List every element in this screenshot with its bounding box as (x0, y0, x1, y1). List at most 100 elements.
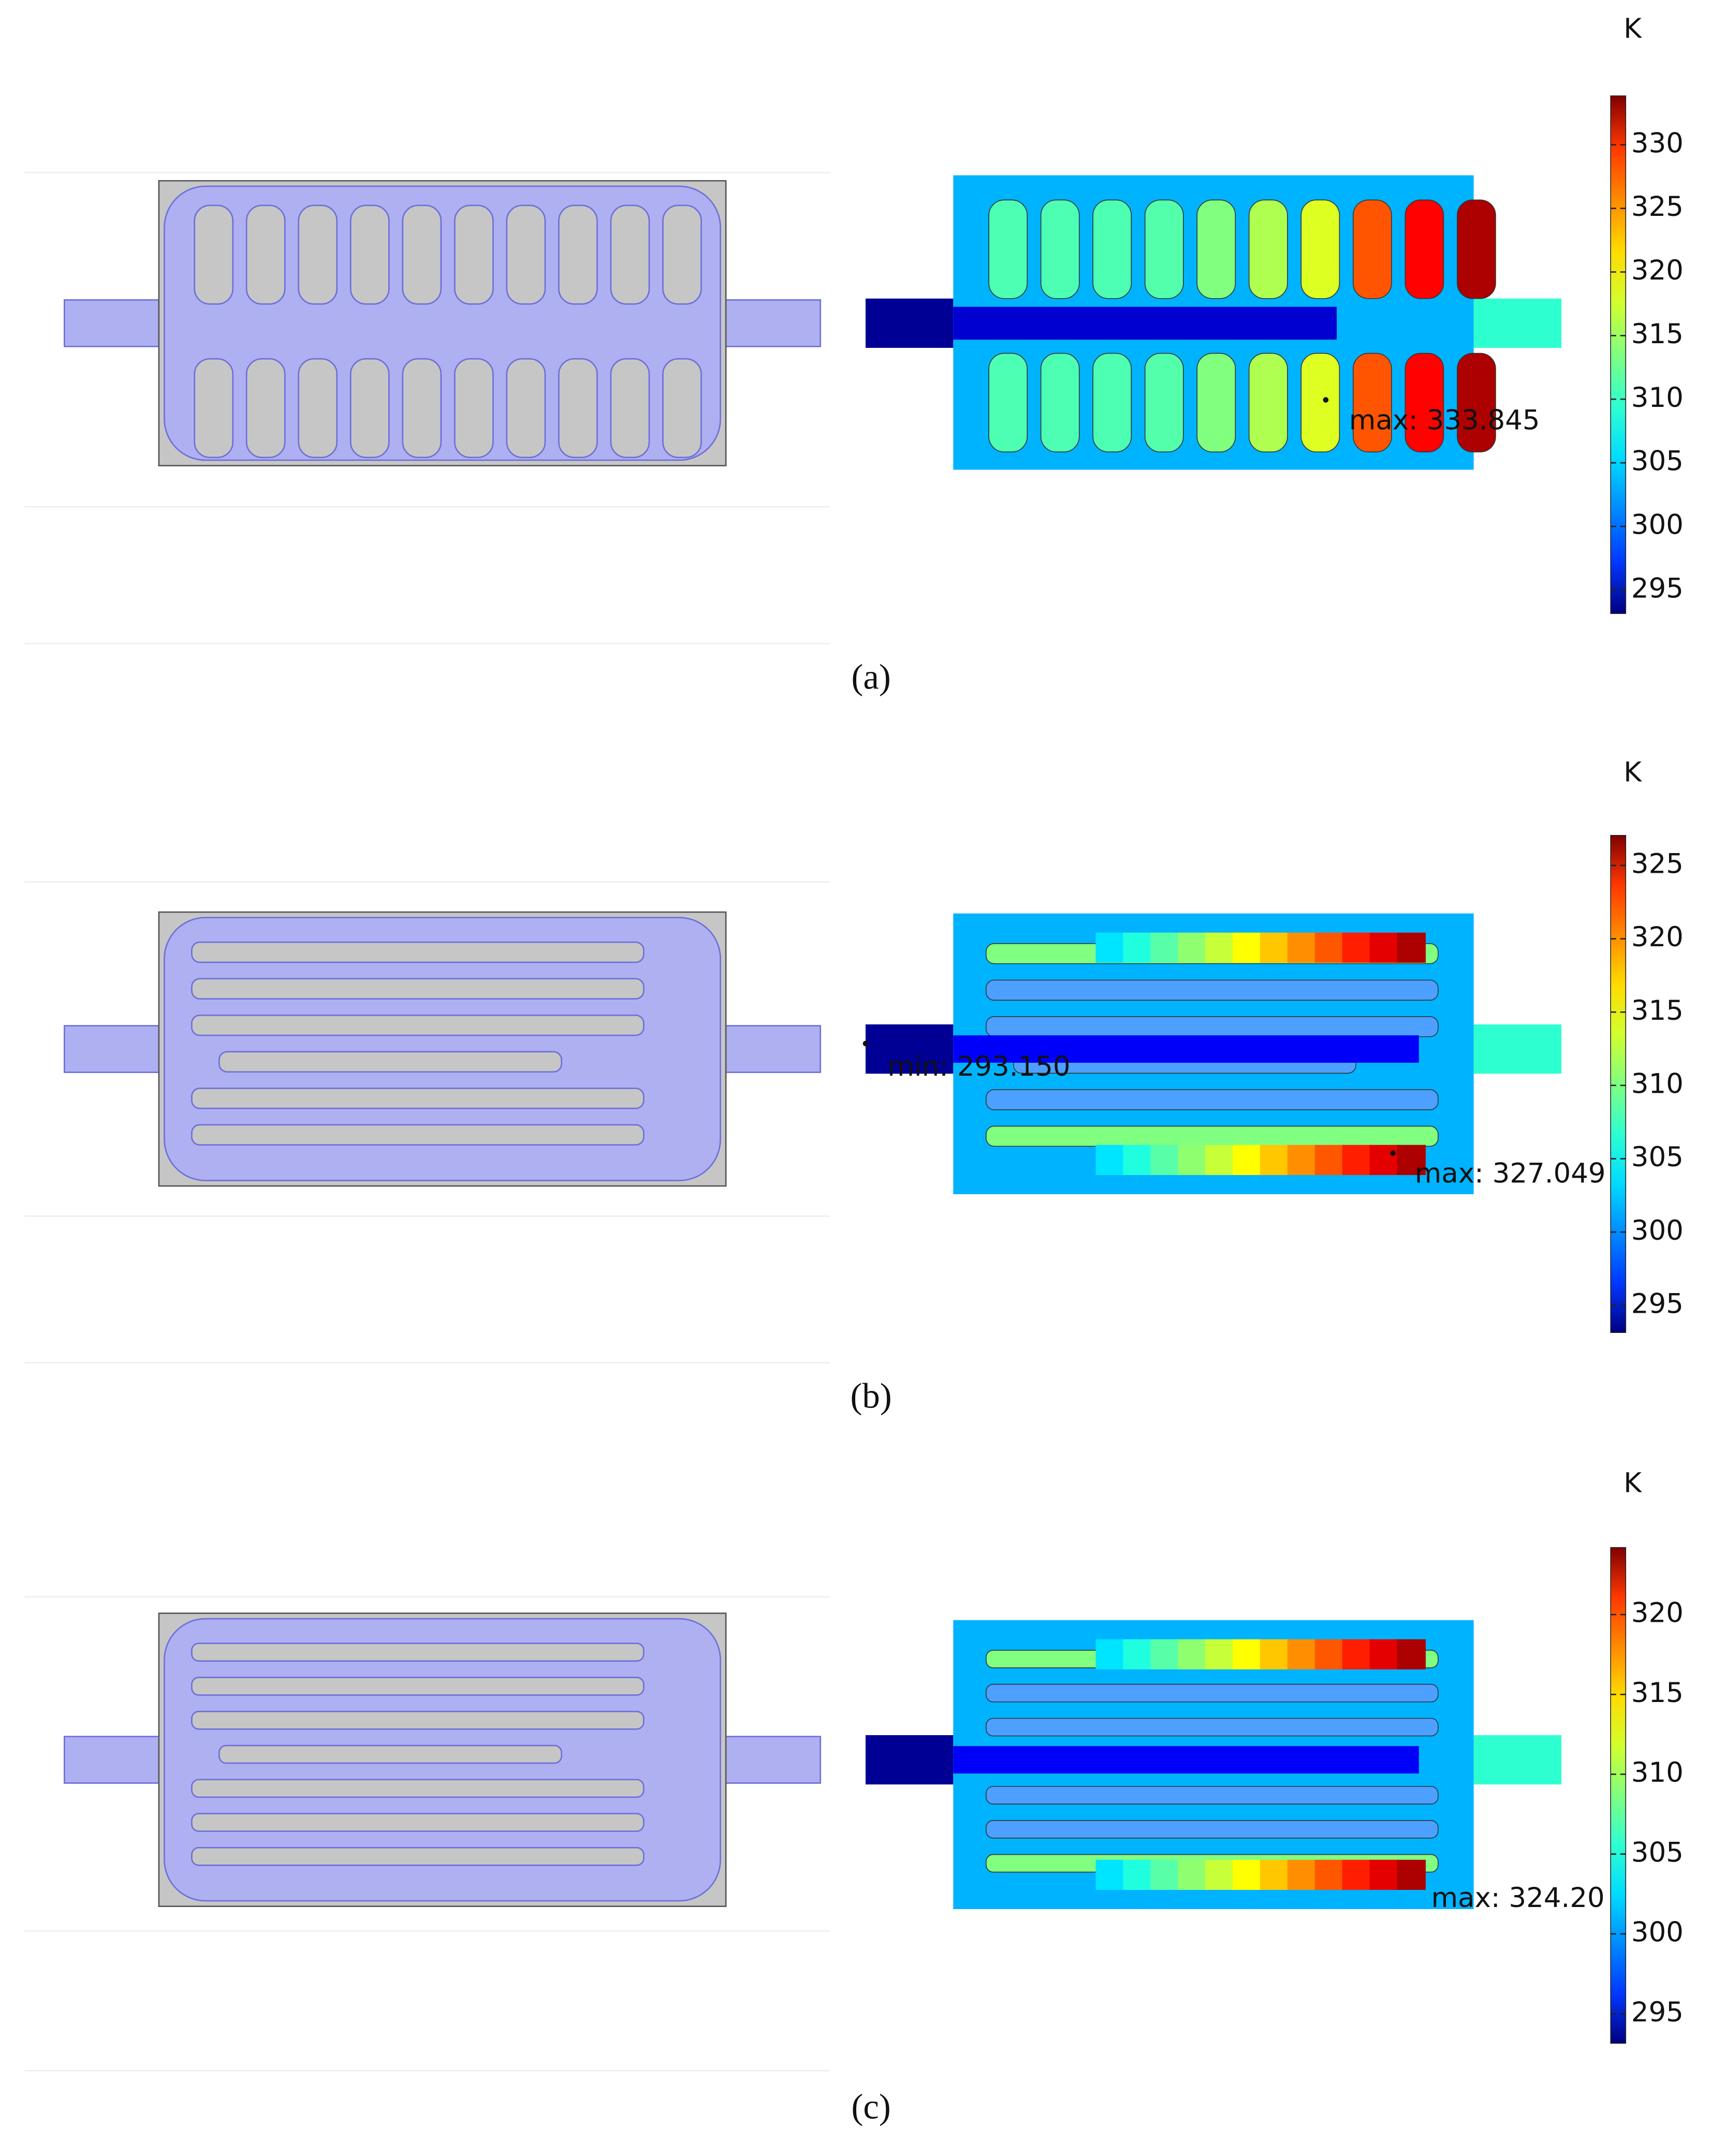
hot-stripe (1397, 932, 1426, 963)
heat-inlet (866, 1024, 954, 1074)
colorbar-unit: K (1623, 1467, 1642, 1499)
solid-island (402, 358, 442, 458)
heat-island (1353, 353, 1392, 452)
hot-stripe (1178, 1639, 1207, 1670)
solid-island (191, 1642, 645, 1662)
heat-island (1092, 199, 1132, 299)
heat-outlet (1473, 1024, 1561, 1074)
hot-stripe (1123, 1859, 1152, 1890)
solid-island (245, 358, 286, 458)
heat-island (1248, 353, 1288, 452)
solid-island (558, 204, 598, 305)
hot-stripe (1260, 1145, 1289, 1175)
hot-stripe (1397, 1145, 1426, 1175)
hot-stripe (1369, 1859, 1399, 1890)
solid-island (454, 358, 494, 458)
hot-stripe (1314, 1145, 1344, 1175)
annotation: max: 327.049 (1415, 1158, 1606, 1190)
solid-island (194, 358, 234, 458)
hot-stripe (1342, 1145, 1371, 1175)
heat-inlet (866, 298, 954, 348)
hot-stripe (1095, 1859, 1125, 1890)
heat-island (1457, 199, 1496, 299)
colorbar-tick-label: 300 (1631, 509, 1684, 541)
colorbar-unit: K (1623, 756, 1642, 788)
heat-island (986, 1125, 1439, 1147)
hot-stripe (1260, 1639, 1289, 1670)
hot-stripe (1342, 1639, 1371, 1670)
hot-stripe (1287, 1639, 1316, 1670)
colorbar-tick-label: 300 (1631, 1215, 1684, 1246)
inlet (64, 1736, 160, 1784)
colorbar-tick-label: 295 (1631, 1997, 1684, 2028)
annotation-point (1390, 1150, 1396, 1156)
annotation: max: 324.20 (1431, 1882, 1605, 1914)
solid-island (506, 204, 546, 305)
annotation-point (1323, 397, 1329, 403)
colorbar-tick-label: 315 (1631, 318, 1684, 350)
colorbar-tick-label: 295 (1631, 1288, 1684, 1319)
heat-island (1404, 199, 1444, 299)
hot-stripe (1123, 932, 1152, 963)
colorbar-tick-label: 310 (1631, 1068, 1684, 1099)
hot-stripe (1287, 932, 1316, 963)
heat-island (1404, 353, 1444, 452)
panel-label: (b) (851, 1376, 892, 1416)
annotation: max: 333.845 (1349, 405, 1540, 436)
solid-island (349, 358, 390, 458)
heat-outlet (1473, 1735, 1561, 1785)
solid-island (218, 1744, 563, 1764)
solid-island (218, 1051, 563, 1073)
hot-stripe (1342, 932, 1371, 963)
colorbar-tick-label: 330 (1631, 127, 1684, 159)
solid-island (506, 358, 546, 458)
solid-island (558, 358, 598, 458)
hot-stripe (1150, 1145, 1179, 1175)
main-channel (953, 306, 1337, 340)
heat-outlet (1473, 298, 1561, 348)
outlet (725, 299, 822, 347)
hot-stripe (1150, 1639, 1179, 1670)
annotation-point (862, 1040, 869, 1047)
solid-island (191, 1014, 645, 1036)
hot-stripe (1150, 932, 1179, 963)
colorbar-tick-label: 305 (1631, 1837, 1684, 1868)
hot-stripe (1369, 932, 1399, 963)
solid-island (610, 358, 650, 458)
colorbar-tick-label: 320 (1631, 1597, 1684, 1629)
heat-island (986, 1016, 1439, 1037)
colorbar (1610, 1547, 1627, 2044)
heat-island (988, 199, 1028, 299)
hot-stripe (1205, 1639, 1234, 1670)
colorbar (1610, 95, 1627, 614)
panel-label: (c) (851, 2087, 890, 2126)
hot-stripe (1233, 932, 1262, 963)
hot-stripe (1233, 1859, 1262, 1890)
main-channel (953, 1746, 1419, 1774)
colorbar-unit: K (1623, 13, 1642, 45)
panel-label: (a) (851, 657, 890, 697)
hot-stripe (1123, 1639, 1152, 1670)
hot-stripe (1178, 1145, 1207, 1175)
hot-stripe (1205, 932, 1234, 963)
heat-island (986, 1786, 1439, 1805)
solid-island (349, 204, 390, 305)
solid-island (191, 1846, 645, 1866)
hot-stripe (1287, 1145, 1316, 1175)
solid-island (662, 358, 702, 458)
hot-stripe (1260, 1859, 1289, 1890)
solid-island (298, 358, 338, 458)
hot-stripe (1233, 1145, 1262, 1175)
heat-island (1040, 353, 1080, 452)
colorbar-tick-label: 310 (1631, 382, 1684, 414)
colorbar-tick-label: 325 (1631, 848, 1684, 880)
main-channel (953, 1035, 1419, 1063)
heat-inlet (866, 1735, 954, 1785)
colorbar-tick-label: 300 (1631, 1917, 1684, 1948)
colorbar-tick-label: 325 (1631, 191, 1684, 223)
colorbar-tick-label: 320 (1631, 255, 1684, 286)
hot-stripe (1369, 1145, 1399, 1175)
outlet (725, 1736, 822, 1784)
heat-island (1196, 199, 1236, 299)
